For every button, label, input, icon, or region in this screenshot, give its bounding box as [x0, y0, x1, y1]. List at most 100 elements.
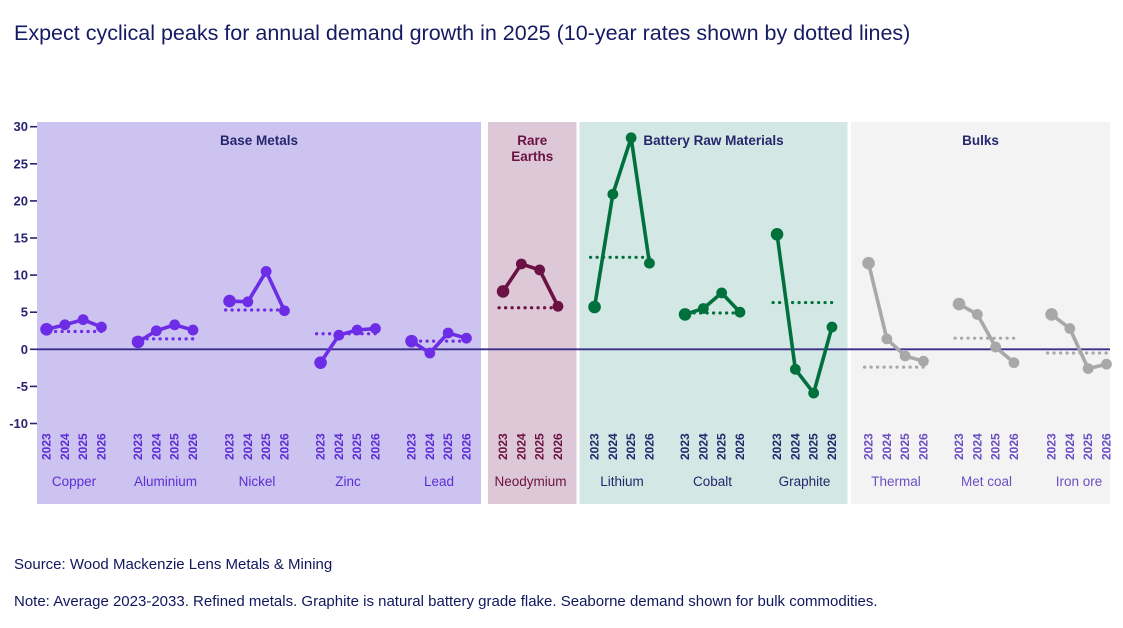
point-copper-2024	[59, 319, 71, 331]
point-graphite-2026	[826, 321, 838, 333]
year-label-met-coal-2023: 2023	[952, 433, 966, 460]
year-label-cobalt-2024: 2024	[696, 433, 710, 460]
point-zinc-2024	[333, 329, 345, 341]
point-zinc-2023	[314, 356, 327, 369]
point-zinc-2025	[351, 324, 363, 336]
point-copper-2026	[96, 321, 107, 333]
y-axis-label: 25	[14, 156, 28, 171]
series-line-met-coal	[957, 302, 1016, 365]
source-text: Source: Wood Mackenzie Lens Metals & Min…	[14, 556, 333, 573]
year-label-met-coal-2025: 2025	[989, 433, 1003, 460]
commodity-label-aluminium: Aluminium	[134, 474, 197, 489]
year-label-neodymium-2025: 2025	[533, 433, 547, 460]
year-label-iron-ore-2024: 2024	[1063, 433, 1077, 460]
year-label-lead-2026: 2026	[459, 433, 473, 460]
y-axis-label: 0	[21, 342, 28, 357]
series-line-zinc	[318, 326, 378, 365]
year-label-cobalt-2025: 2025	[715, 433, 729, 460]
year-label-lead-2023: 2023	[405, 433, 419, 460]
point-nickel-2024	[242, 296, 254, 308]
year-label-aluminium-2024: 2024	[149, 433, 163, 460]
point-nickel-2026	[279, 305, 290, 317]
year-label-thermal-2026: 2026	[916, 433, 930, 460]
series-line-iron-ore	[1049, 312, 1109, 371]
point-lead-2024	[424, 347, 436, 359]
commodity-label-zinc: Zinc	[335, 474, 361, 489]
commodity-label-cobalt: Cobalt	[693, 474, 732, 489]
point-thermal-2023	[862, 256, 875, 270]
point-met-coal-2024	[971, 309, 983, 320]
year-label-aluminium-2026: 2026	[186, 433, 200, 460]
year-label-copper-2024: 2024	[58, 433, 72, 460]
year-label-neodymium-2024: 2024	[514, 433, 528, 460]
y-axis-label: 15	[14, 231, 28, 246]
y-axis-label: -10	[9, 416, 28, 431]
year-label-copper-2023: 2023	[40, 433, 54, 460]
commodity-label-nickel: Nickel	[239, 474, 276, 489]
series-line-cobalt	[683, 291, 742, 317]
section-title-battery-raw-materials: Battery Raw Materials	[643, 133, 783, 148]
year-label-copper-2025: 2025	[76, 433, 90, 460]
year-label-aluminium-2025: 2025	[168, 433, 182, 460]
section-title-rare-earths: Earths	[511, 149, 553, 164]
year-label-lithium-2025: 2025	[624, 433, 638, 460]
point-thermal-2026	[918, 355, 929, 367]
y-axis-label: 30	[14, 119, 28, 134]
point-graphite-2023	[770, 227, 784, 241]
commodity-label-lead: Lead	[424, 474, 454, 489]
series-line-graphite	[775, 232, 834, 395]
point-graphite-2024	[789, 363, 801, 375]
year-label-graphite-2023: 2023	[770, 433, 784, 460]
year-label-graphite-2024: 2024	[788, 433, 802, 460]
series-line-copper	[44, 317, 104, 332]
year-label-thermal-2023: 2023	[862, 433, 876, 460]
year-label-lithium-2023: 2023	[588, 433, 602, 460]
page-title: Expect cyclical peaks for annual demand …	[14, 21, 911, 45]
point-lithium-2025	[625, 132, 637, 144]
year-label-met-coal-2024: 2024	[970, 433, 984, 460]
year-label-iron-ore-2026: 2026	[1099, 433, 1113, 460]
point-iron-ore-2026	[1101, 358, 1112, 370]
series-line-neodymium	[501, 262, 560, 309]
section-title-bulks: Bulks	[962, 133, 999, 148]
point-thermal-2025	[899, 350, 911, 362]
point-copper-2025	[77, 314, 89, 326]
year-label-thermal-2025: 2025	[898, 433, 912, 460]
point-copper-2023	[40, 322, 53, 336]
commodity-label-iron-ore: Iron ore	[1056, 474, 1103, 489]
year-label-zinc-2023: 2023	[314, 433, 328, 460]
year-label-met-coal-2026: 2026	[1007, 433, 1021, 460]
point-aluminium-2025	[169, 319, 181, 331]
year-label-lithium-2026: 2026	[642, 433, 656, 460]
year-label-graphite-2026: 2026	[825, 433, 839, 460]
point-cobalt-2023	[678, 308, 692, 321]
point-met-coal-2025	[990, 341, 1002, 353]
point-lead-2025	[442, 327, 454, 339]
point-iron-ore-2025	[1082, 363, 1094, 374]
point-zinc-2026	[370, 323, 381, 334]
year-label-lead-2025: 2025	[441, 433, 455, 460]
point-neodymium-2026	[552, 300, 564, 312]
commodity-label-lithium: Lithium	[600, 474, 644, 489]
year-label-cobalt-2023: 2023	[678, 433, 692, 460]
point-nickel-2023	[223, 294, 236, 308]
year-label-zinc-2025: 2025	[350, 433, 364, 460]
point-nickel-2025	[260, 265, 272, 277]
point-aluminium-2026	[187, 324, 199, 336]
year-label-cobalt-2026: 2026	[733, 433, 747, 460]
commodity-label-graphite: Graphite	[779, 474, 831, 489]
year-label-nickel-2026: 2026	[277, 433, 291, 460]
point-iron-ore-2024	[1064, 323, 1076, 334]
year-label-nickel-2025: 2025	[259, 433, 273, 460]
year-label-neodymium-2026: 2026	[551, 433, 565, 460]
year-label-aluminium-2023: 2023	[131, 433, 145, 460]
point-lithium-2026	[644, 257, 655, 269]
section-title-rare-earths: Rare	[517, 133, 548, 148]
point-aluminium-2023	[131, 335, 145, 349]
y-axis-label: 10	[14, 268, 28, 283]
point-lead-2026	[461, 332, 472, 344]
commodity-label-copper: Copper	[52, 474, 97, 489]
series-line-lead	[409, 331, 469, 355]
point-cobalt-2026	[734, 306, 746, 318]
